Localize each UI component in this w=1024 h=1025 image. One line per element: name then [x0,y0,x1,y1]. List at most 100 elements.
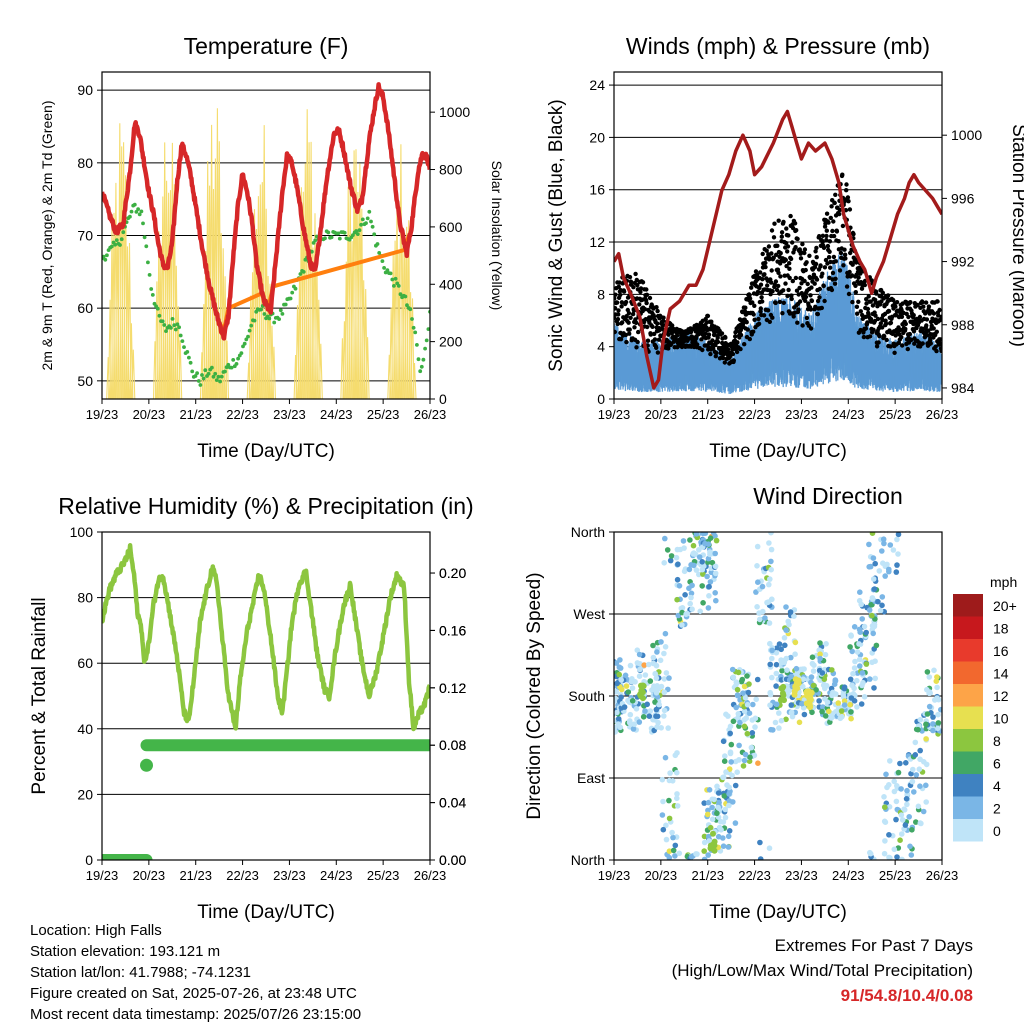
dewpoint-point [326,230,331,235]
dewpoint-point [206,371,211,376]
direction-point [705,799,712,806]
direction-point [915,803,922,810]
x-tick-label: 25/23 [367,868,400,883]
direction-point [736,757,742,763]
direction-point [792,639,799,646]
dewpoint-point [367,209,372,214]
wind-gust-point [783,240,789,246]
direction-point [662,630,669,637]
direction-point [773,683,779,689]
direction-point [655,719,661,726]
direction-point [800,683,806,690]
direction-point [663,822,669,829]
wind-gust-point [923,300,929,305]
wind-gust-point [931,311,937,316]
wind-gust-point [838,250,844,256]
direction-point [689,582,695,589]
dewpoint-point [252,318,257,323]
direction-point [838,708,845,714]
direction-point [773,650,780,656]
wind-gust-point [618,292,623,298]
wind-gust-point [900,343,905,348]
dewpoint-point [187,355,191,360]
dewpoint-point [223,369,227,374]
wind-gust-point [880,290,885,295]
direction-point [768,532,774,536]
wind-gust-point [917,314,923,320]
dewpoint-point [137,212,142,217]
wind-gust-point [851,231,856,237]
wind-gust-point [828,265,833,270]
direction-point [754,543,761,550]
legend-title: mph [990,574,1017,590]
station-pressure-line [614,109,942,390]
wind-gust-point [885,293,891,298]
x-tick-label: 20/23 [133,407,166,422]
direction-point [816,698,822,704]
wind-gust-point [688,329,694,334]
y-tick-label: East [577,770,605,786]
direction-point [639,682,646,689]
wind-gust-point [756,289,761,295]
wind-gust-point [911,313,916,318]
direction-point [720,738,727,745]
direction-point [688,590,695,597]
direction-point [693,532,700,537]
direction-point [759,583,766,590]
wind-gust-point [760,277,765,282]
wind-gust-point [738,332,744,338]
wind-gust-point [817,286,822,292]
wind-gust-point [616,308,621,313]
direction-point [664,547,671,553]
direction-point [927,690,933,696]
wind-gust-point [934,329,939,334]
dewpoint-point [421,357,426,362]
direction-point [924,686,930,693]
direction-point [666,797,672,804]
direction-point [752,724,758,730]
direction-point [882,819,889,825]
wind-gust-point [789,293,794,298]
dewpoint-point [390,277,395,282]
direction-point [715,804,721,811]
wind-gust-point [794,228,799,233]
wind-gust-point [854,260,859,265]
direction-point [726,828,733,834]
wind-gust-point [701,327,706,333]
wind-gust-point [872,318,878,324]
wind-gust-point [814,277,820,282]
wind-gust-point [776,270,781,275]
direction-point [710,830,716,837]
direction-point [796,719,803,726]
direction-point [917,756,923,763]
direction-point [869,623,876,629]
wind-gust-point [773,300,778,306]
direction-point [778,717,785,724]
wind-gust-point [713,354,718,359]
wind-gust-point [730,351,736,357]
dewpoint-point [410,317,414,321]
direction-point [869,532,876,536]
direction-point [711,847,718,854]
direction-point [712,550,718,557]
dewpoint-point [155,306,160,311]
direction-point [709,559,716,566]
wind-gust-point [761,313,767,318]
station-latlon: Station lat/lon: 41.7988; -74.1231 [30,964,252,981]
direction-point [832,677,839,683]
wind-gust-point [620,320,625,325]
direction-point [744,730,751,737]
wind-gust-point [824,233,829,239]
direction-point [696,554,703,560]
direction-point [901,807,908,813]
y-tick-label: 40 [77,721,93,737]
direction-point [917,820,924,826]
direction-point [923,736,929,742]
dewpoint-point [185,350,190,354]
wind-gust-point [751,312,756,317]
dewpoint-point [149,287,154,291]
y2-tick-label: 0.00 [439,852,466,868]
wind-gust-point [785,244,791,249]
direction-point [642,708,648,714]
direction-point [616,664,623,670]
